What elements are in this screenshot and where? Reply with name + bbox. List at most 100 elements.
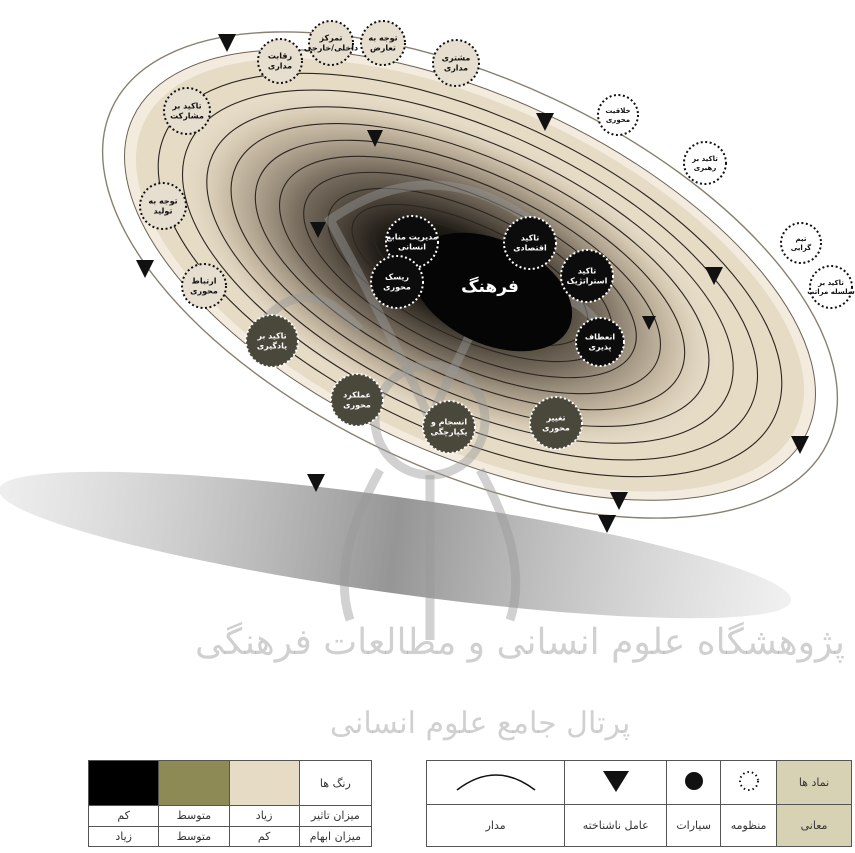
planet-label: تاکید بر xyxy=(171,102,201,111)
planet-circle xyxy=(529,396,583,450)
planet-label: انعطاف xyxy=(585,333,616,342)
filled-circle-icon xyxy=(684,772,703,790)
planet-circle xyxy=(432,39,480,87)
planet-circle xyxy=(597,94,639,136)
planet-label: رقابت xyxy=(268,52,293,61)
planet-label: مشارکت xyxy=(170,112,204,121)
legend-cell: کم xyxy=(87,805,160,827)
legend-cell: زیاد xyxy=(87,825,160,847)
planet-label: تاکید بر xyxy=(256,332,286,341)
meanings-header: معانی xyxy=(776,804,852,847)
swatch-dark xyxy=(87,760,160,806)
planet-label: سلسله مراتب xyxy=(807,288,855,296)
unknown-factor-triangle xyxy=(136,260,154,278)
planet-label: تغییر xyxy=(545,414,565,423)
orbit-ring xyxy=(181,89,759,461)
planet-label: خلاقیت xyxy=(605,107,630,115)
planet-circle xyxy=(330,373,384,427)
planet-circle xyxy=(139,182,187,230)
legend-meaning: عامل ناشناخته xyxy=(564,804,668,847)
planet-label: یادگیری xyxy=(257,341,287,351)
planet-label: تاکید xyxy=(521,234,540,243)
unknown-factor-triangle xyxy=(367,130,383,147)
unknown-factor-triangle xyxy=(610,492,628,510)
legend-meaning: مدار xyxy=(425,804,566,847)
unknown-factor-markers xyxy=(136,34,809,533)
planets-group: مدیریت منابعانسانیریسکمحوریتاکیداقتصادیت… xyxy=(139,20,855,454)
unknown-factor-triangle xyxy=(642,316,656,330)
watermark-text: پرتال جامع علوم انسانی xyxy=(330,706,631,741)
planet-circle xyxy=(780,222,822,264)
orbit-ring xyxy=(303,171,637,379)
unknown-factor-triangle xyxy=(536,113,554,131)
legend-meaning: منظومه xyxy=(720,804,777,847)
planet-label: پذیری xyxy=(589,343,612,352)
planet-circle xyxy=(163,87,211,135)
planet-label: ریسک xyxy=(385,273,409,282)
colors-legend: رنگ ها میزان تاثیر زیاد متوسط کم میزان ا… xyxy=(87,760,373,847)
planet-label: تاکید بر xyxy=(691,155,718,163)
unknown-factor-triangle xyxy=(310,222,326,238)
planet-label: تیم xyxy=(796,235,807,243)
planet-label: مداری xyxy=(268,62,292,71)
planet-circle xyxy=(360,20,406,66)
orbit-ring xyxy=(278,155,662,395)
planet-label: ارتباط xyxy=(192,277,217,286)
unknown-factor-triangle xyxy=(307,474,325,492)
watermark-text: پژوهشگاه علوم انسانی و مطالعات فرهنگی xyxy=(195,622,845,663)
planet-label: تولید xyxy=(154,207,173,216)
center-label: فرهنگ xyxy=(461,276,519,297)
planet-circle xyxy=(503,216,557,270)
planet-label: تعارض xyxy=(370,44,396,54)
legend-symbol-unknown xyxy=(564,760,668,805)
planet-label: رهبری xyxy=(694,164,717,172)
orbit-ring xyxy=(230,122,710,428)
planet-label: توجه به xyxy=(368,34,397,43)
planet-circle xyxy=(181,263,227,309)
planet-label: مداری xyxy=(444,64,468,73)
planet-circle xyxy=(308,20,354,66)
dotted-circle-icon xyxy=(738,771,759,791)
impact-label: میزان تاثیر xyxy=(298,805,373,827)
triangle-down-icon xyxy=(602,771,629,792)
legend-symbol-orbit xyxy=(425,760,566,805)
planet-label: محوری xyxy=(343,401,371,410)
planet-label: محوری xyxy=(383,283,411,292)
planet-label: استراتژیک xyxy=(567,277,608,286)
diagram-shadow xyxy=(0,471,792,619)
legend-cell: متوسط xyxy=(158,825,230,847)
planet-circle xyxy=(575,317,625,367)
unknown-factor-triangle xyxy=(218,34,236,52)
planet-label: محوری xyxy=(542,424,570,433)
planet-label: مشتری xyxy=(442,54,471,63)
planet-label: گرایی xyxy=(791,243,812,252)
planet-label: اقتصادی xyxy=(513,244,547,253)
planet-circle xyxy=(245,314,299,368)
planet-label: انسجام و xyxy=(430,418,468,427)
swatch-light xyxy=(228,760,300,806)
swatch-medium xyxy=(158,760,230,806)
planet-label: محوری xyxy=(190,287,218,296)
legend-symbol-planet xyxy=(666,760,722,805)
symbols-legend: نماد ها معانی منظومه سیارات عامل ناشناخت… xyxy=(425,760,852,847)
planet-label: عملکرد xyxy=(343,391,371,400)
unknown-factor-triangle xyxy=(791,436,809,454)
planet-circle xyxy=(683,141,727,185)
planet-circle xyxy=(257,38,303,84)
orbit-ring xyxy=(157,72,783,478)
